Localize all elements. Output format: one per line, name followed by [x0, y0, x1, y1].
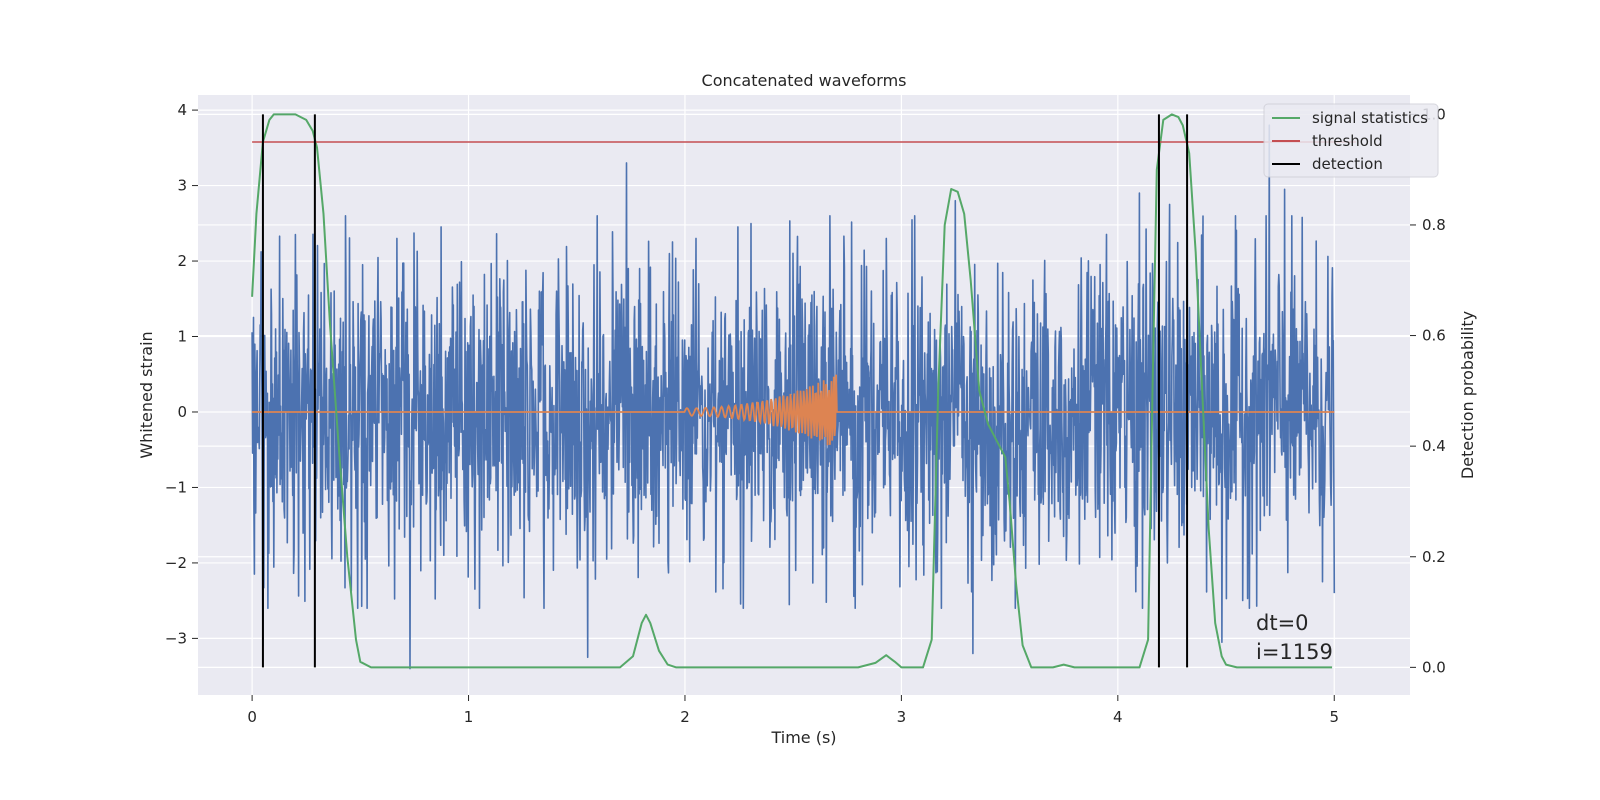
x-tick-label: 0	[247, 708, 257, 726]
y-tick-label: −1	[165, 478, 187, 496]
y2-tick-label: 0.4	[1422, 437, 1446, 455]
legend: signal statistics threshold detection	[1263, 103, 1439, 178]
x-tick-label: 3	[897, 708, 907, 726]
legend-box	[1263, 103, 1439, 178]
x-axis-label: Time (s)	[770, 728, 836, 747]
signal-statistics-line	[251, 113, 1333, 669]
legend-label: signal statistics	[1312, 109, 1428, 127]
strain-noise-series	[251, 124, 1336, 670]
y-tick-label: −2	[165, 554, 187, 572]
x-tick-label: 2	[680, 708, 690, 726]
series-layer	[251, 113, 1356, 670]
legend-label: threshold	[1312, 132, 1383, 150]
y2-tick-label: 0.2	[1422, 548, 1446, 566]
y-tick-label: 1	[177, 328, 187, 346]
y-tick-label: 3	[177, 177, 187, 195]
x-tick-label: 5	[1329, 708, 1339, 726]
annotation-dt: dt=0	[1256, 611, 1309, 635]
y2-tick-label: 0.6	[1422, 327, 1446, 345]
y-tick-label: 4	[177, 101, 187, 119]
y-tick-label: 0	[177, 403, 187, 421]
y2-tick-label: 0.0	[1422, 658, 1446, 676]
y-tick-label: 2	[177, 252, 187, 270]
y2-tick-label: 0.8	[1422, 216, 1446, 234]
injected-waveform-series	[252, 374, 1335, 446]
x-tick-label: 4	[1113, 708, 1123, 726]
y-axis-label: Whitened strain	[137, 331, 156, 458]
y-tick-label: −3	[165, 629, 187, 647]
annotation-index: i=1159	[1256, 640, 1333, 664]
y2-axis-label: Detection probability	[1458, 311, 1477, 479]
x-tick-label: 1	[464, 708, 474, 726]
annotation: dt=0 i=1159	[1256, 611, 1333, 664]
chart-title: Concatenated waveforms	[702, 71, 907, 90]
legend-label: detection	[1312, 155, 1383, 173]
